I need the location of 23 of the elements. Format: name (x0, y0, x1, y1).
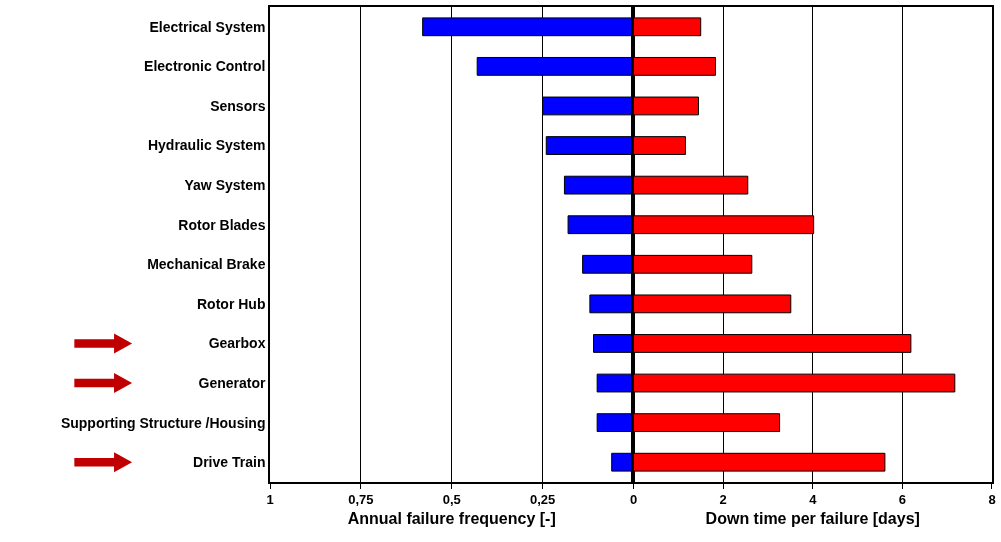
x-tick-label: 0 (629, 492, 638, 508)
x-tick-label: 0,25 (529, 492, 556, 508)
y-tick-label: Generator (198, 374, 266, 391)
x-tick-label: 6 (898, 492, 906, 508)
x-tick-label: 1 (266, 492, 274, 508)
x-tick-label: 2 (719, 492, 727, 508)
y-tick-label: Sensors (210, 97, 266, 114)
x-tick-label: 0,5 (442, 492, 461, 508)
y-tick-label: Electrical System (149, 18, 266, 35)
y-tick-label: Hydraulic System (147, 137, 266, 154)
x-tick-label: 4 (809, 492, 818, 508)
y-tick-label: Mechanical Brake (147, 256, 266, 273)
y-tick-label: Electronic Control (144, 58, 266, 75)
y-tick-label: Yaw System (184, 177, 266, 194)
y-tick-label: Rotor Hub (197, 295, 266, 312)
x-tick-label: 8 (988, 492, 996, 508)
y-tick-label: Rotor Blades (178, 216, 266, 233)
x-tick-label: 0,75 (348, 492, 374, 508)
y-tick-label: Supporting Structure /Housing (60, 414, 266, 431)
y-tick-label: Drive Train (193, 454, 266, 471)
x-axis-title: Annual failure frequency [-] (347, 509, 556, 527)
y-tick-label: Gearbox (208, 335, 266, 352)
x-axis-title: Down time per failure [days] (705, 509, 920, 527)
